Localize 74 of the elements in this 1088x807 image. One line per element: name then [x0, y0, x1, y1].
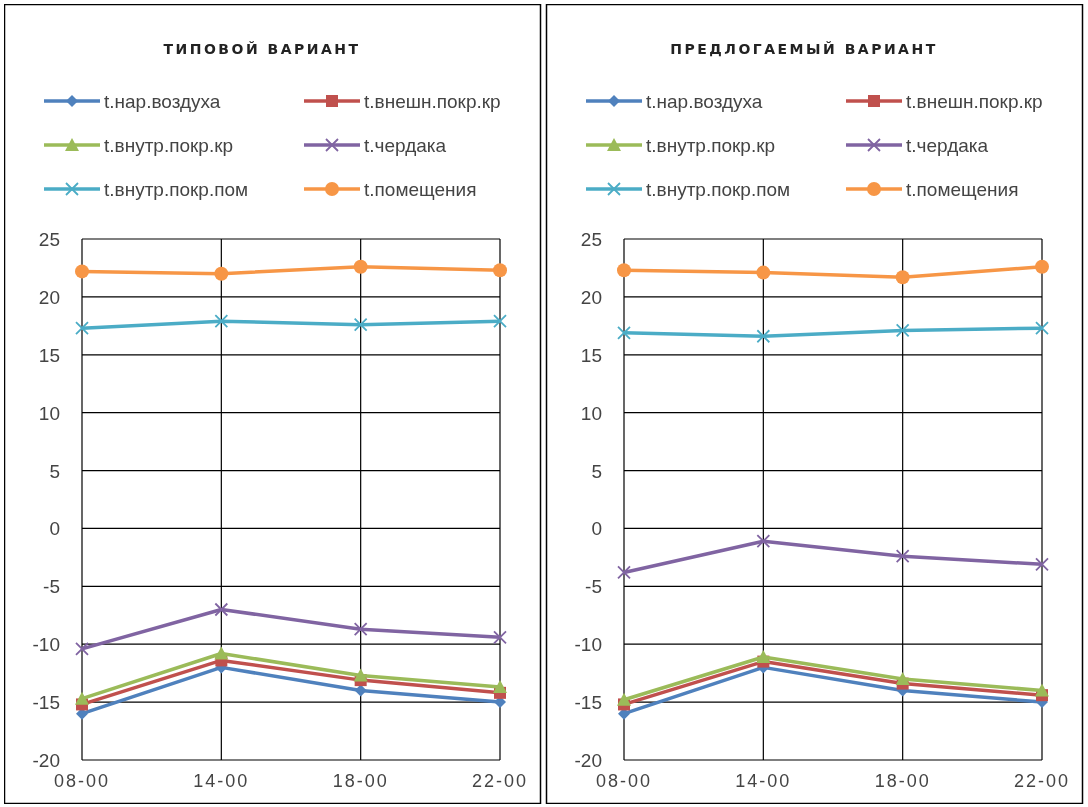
point — [353, 668, 368, 682]
chart-title: ТИПОВОЙ ВАРИАНТ — [163, 41, 361, 57]
point — [617, 565, 631, 580]
point — [895, 671, 910, 685]
point — [214, 646, 229, 660]
point — [895, 549, 910, 564]
y-tick-label: 10 — [38, 402, 60, 424]
y-tick-label: 10 — [580, 402, 602, 424]
chart-title: ПРЕДЛОГАЕМЫЙ ВАРИАНТ — [670, 41, 938, 57]
point — [75, 641, 89, 656]
y-tick-label: 5 — [49, 460, 60, 482]
x-tick-label: 14-00 — [735, 771, 792, 791]
legend-label: t.помещения — [364, 179, 477, 200]
point — [1035, 557, 1049, 572]
point — [617, 325, 631, 340]
legend-label: t.внутр.покр.кр — [646, 135, 776, 156]
point — [75, 264, 89, 279]
point — [617, 263, 631, 278]
x-tick-label: 18-00 — [332, 771, 389, 791]
point — [214, 314, 229, 329]
point — [353, 259, 368, 274]
point — [756, 265, 771, 280]
legend-label: t.чердака — [364, 135, 447, 156]
y-tick-label: 25 — [38, 229, 60, 250]
point — [493, 630, 507, 645]
point — [895, 323, 910, 338]
y-tick-label: 20 — [38, 286, 60, 308]
y-tick-label: -10 — [574, 634, 602, 656]
point — [214, 266, 229, 281]
legend-label: t.нар.воздуха — [104, 91, 221, 112]
legend-label: t.внутр.покр.кр — [104, 135, 234, 156]
point — [493, 263, 507, 278]
y-tick-label: 5 — [591, 460, 602, 482]
y-tick-label: 0 — [591, 518, 602, 540]
point — [493, 314, 507, 329]
legend-label: t.внутр.покр.пом — [104, 179, 249, 200]
point — [75, 691, 89, 705]
point — [756, 534, 771, 549]
y-tick-label: -10 — [32, 634, 60, 656]
x-tick-label: 14-00 — [193, 771, 250, 791]
point — [756, 649, 771, 663]
y-tick-label: -5 — [43, 576, 60, 598]
legend-label: t.внешн.покр.кр — [906, 91, 1043, 112]
legend-label: t.чердака — [906, 135, 989, 156]
point — [1035, 683, 1049, 697]
y-tick-label: 20 — [580, 286, 602, 308]
point — [895, 270, 910, 285]
y-tick-label: -15 — [574, 692, 602, 714]
y-tick-label: -20 — [32, 750, 60, 771]
point — [1035, 321, 1049, 336]
point — [1035, 259, 1049, 274]
x-tick-label: 22-00 — [471, 771, 529, 791]
y-tick-label: 15 — [580, 344, 602, 366]
y-tick-label: 0 — [49, 518, 60, 540]
point — [493, 680, 507, 694]
y-tick-label: -20 — [574, 750, 602, 771]
x-tick-label: 22-00 — [1013, 771, 1071, 791]
point — [353, 622, 368, 637]
y-tick-label: 25 — [580, 229, 602, 250]
legend-label: t.помещения — [906, 179, 1019, 200]
point — [617, 692, 631, 706]
y-tick-label: -5 — [585, 576, 602, 598]
x-tick-label: 08-00 — [53, 771, 111, 791]
point — [353, 317, 368, 332]
y-tick-label: -15 — [32, 692, 60, 714]
y-tick-label: 15 — [38, 344, 60, 366]
legend-label: t.внешн.покр.кр — [364, 91, 501, 112]
point — [756, 329, 771, 344]
legend-label: t.внутр.покр.пом — [646, 179, 791, 200]
legend-label: t.нар.воздуха — [646, 91, 763, 112]
point — [214, 602, 229, 617]
x-tick-label: 08-00 — [595, 771, 653, 791]
point — [75, 321, 89, 336]
x-tick-label: 18-00 — [874, 771, 931, 791]
